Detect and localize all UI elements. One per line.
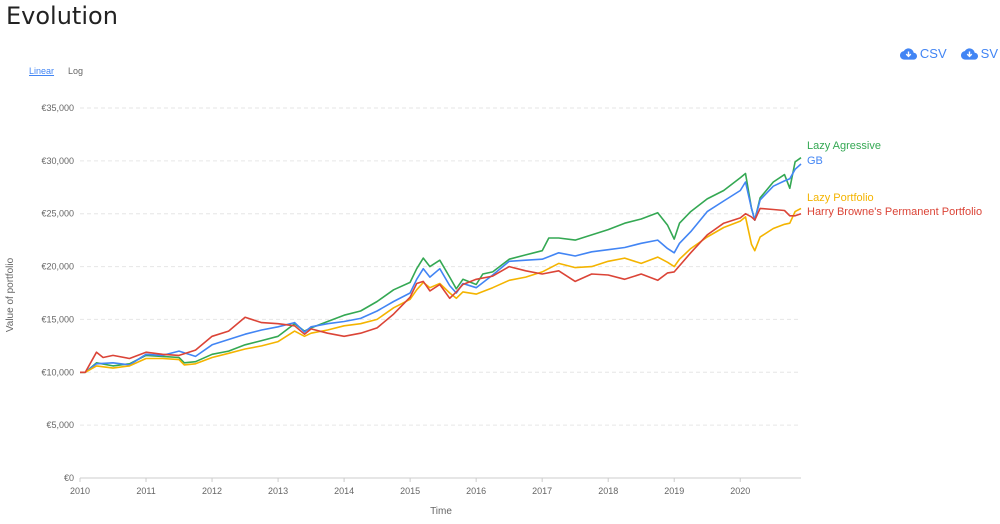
cloud-download-icon [960,47,978,60]
chart-grid [80,107,801,426]
series-line [80,207,802,374]
y-tick-label: €30,000 [41,156,74,166]
series-line [80,163,802,374]
scale-linear-option[interactable]: Linear [29,66,55,76]
series-labels: Lazy Agressive GB Lazy Portfolio Harry Brow… [807,140,982,218]
scale-toggle: Linear Log [29,66,83,76]
y-tick-label: €10,000 [41,367,74,377]
y-axis-title: Value of portfolio [5,257,16,332]
x-tick-label: 2018 [598,486,618,496]
cloud-download-icon [899,47,917,60]
x-tick-label: 2014 [334,486,354,496]
download-csv-label: CSV [919,46,947,61]
page-title: Evolution [6,2,118,30]
scale-log-option[interactable]: Log [68,66,84,76]
y-tick-label: €15,000 [41,314,74,324]
x-tick-label: 2010 [70,486,90,496]
x-tick-label: 2011 [136,486,155,496]
series-lines [80,157,802,374]
y-tick-label: €25,000 [41,209,74,219]
x-tick-label: 2012 [202,486,222,496]
y-tick-label: €0 [64,473,74,483]
download-csv-button[interactable]: CSV [899,46,947,61]
x-tick-label: 2020 [730,486,750,496]
y-axis-ticks: €0 €5,000 €10,000 €15,000 €20,000 €25,000 €30,… [41,103,74,483]
download-buttons: CSV SV [899,46,998,61]
series-label: GB [807,155,823,167]
x-tick-label: 2016 [466,486,486,496]
x-tick-label: 2013 [268,486,288,496]
y-tick-label: €5,000 [46,420,74,430]
y-tick-label: €20,000 [41,262,74,272]
x-axis-title: Time [430,506,452,517]
series-line [80,207,802,374]
x-tick-label: 2015 [400,486,420,496]
x-axis-ticks: 2010 2011 2012 2013 2014 2015 2016 2017 2018 2019… [70,478,750,496]
x-tick-label: 2017 [532,486,552,496]
series-label: Lazy Agressive [807,140,881,152]
series-label: Harry Browne's Permanent Portfolio [807,206,982,218]
download-sv-button[interactable]: SV [960,46,998,61]
series-label: Lazy Portfolio [807,192,874,204]
x-tick-label: 2019 [664,486,684,496]
download-sv-label: SV [980,46,998,61]
y-tick-label: €35,000 [41,103,74,113]
series-line [80,157,802,374]
